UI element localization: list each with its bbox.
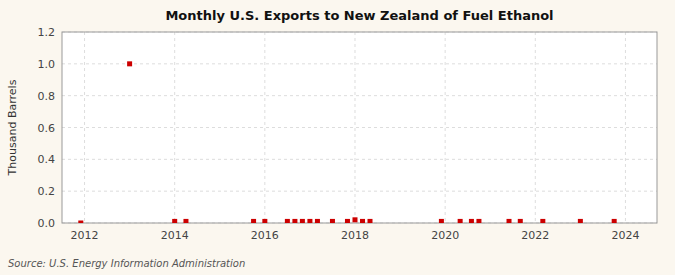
x-grid-line (84, 32, 85, 223)
y-axis-label: Thousand Barrels (6, 79, 19, 176)
point (507, 219, 512, 223)
x-grid-line (625, 32, 626, 223)
point (345, 219, 350, 223)
point (540, 219, 545, 223)
point (578, 219, 583, 223)
point (330, 219, 335, 223)
x-tick-label: 2020 (431, 229, 459, 242)
y-tick-label: 0.0 (38, 217, 56, 230)
source-note: Source: U.S. Energy Information Administ… (8, 258, 245, 269)
y-tick-label: 0.4 (38, 153, 56, 166)
x-tick-label: 2016 (251, 229, 279, 242)
y-tick-label: 0.2 (38, 185, 56, 198)
y-grid-line (62, 127, 657, 128)
points (78, 61, 616, 223)
point (352, 217, 357, 222)
point (172, 219, 177, 223)
tick-labels: 2012 2014 2016 2018 2020 2022 2024 0.0 0.2 0.4 0.6… (38, 26, 640, 242)
x-tick-label: 2012 (71, 229, 99, 242)
y-tick-label: 0.8 (38, 90, 56, 103)
x-grid-line (354, 32, 355, 223)
plot-frame (62, 32, 657, 223)
point (183, 219, 188, 223)
x-grid-line (174, 32, 175, 223)
point (469, 219, 474, 223)
x-tick-label: 2014 (161, 229, 189, 242)
chart: 2012 2014 2016 2018 2020 2022 2024 0.0 0.2 0.4 0.6… (0, 0, 675, 275)
y-tick-label: 0.6 (38, 122, 56, 135)
y-grid-line (62, 159, 657, 160)
point (458, 219, 463, 223)
y-grid-line (62, 191, 657, 192)
point (292, 219, 297, 223)
point (300, 219, 305, 223)
point (78, 221, 83, 224)
y-grid-line (62, 63, 657, 64)
y-tick-label: 1.0 (38, 58, 56, 71)
x-grid-line (445, 32, 446, 223)
point (251, 219, 256, 223)
x-grid-line (264, 32, 265, 223)
grid (62, 32, 657, 223)
point (612, 219, 617, 223)
point (307, 219, 312, 223)
point (518, 219, 523, 223)
x-tick-label: 2018 (341, 229, 369, 242)
point (360, 219, 365, 223)
title: Monthly U.S. Exports to New Zealand of F… (165, 8, 553, 23)
x-grid-line (535, 32, 536, 223)
background (0, 0, 675, 275)
point (476, 219, 481, 223)
y-tick-label: 1.2 (38, 26, 56, 39)
point (315, 219, 320, 223)
y-grid-line (62, 95, 657, 96)
point (368, 219, 373, 223)
point (262, 219, 267, 223)
x-tick-label: 2022 (521, 229, 549, 242)
plot-area (62, 32, 657, 223)
point (127, 61, 132, 66)
x-tick-label: 2024 (611, 229, 639, 242)
point (439, 219, 444, 223)
point (285, 219, 290, 223)
